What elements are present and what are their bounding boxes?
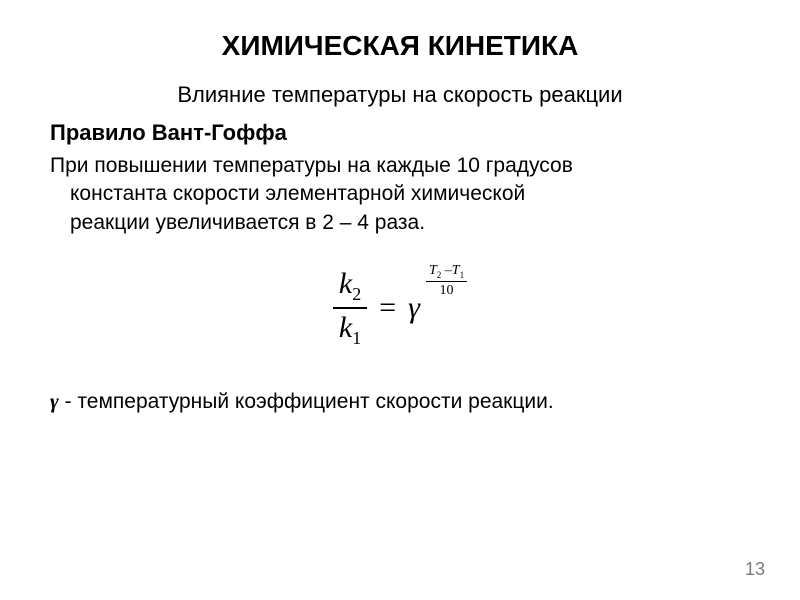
exp-numerator: T2 –T1 xyxy=(426,263,467,282)
gamma-exp: γ T2 –T1 10 xyxy=(408,291,467,325)
page-number: 13 xyxy=(745,559,765,580)
body-line-2: константа скорости элементарной химическ… xyxy=(50,180,750,208)
subtitle: Влияние температуры на скорость реакции xyxy=(50,82,750,108)
fraction-k2-k1: k2 k1 xyxy=(333,267,367,349)
coef-description: - температурный коэффициент скорости реа… xyxy=(59,390,554,413)
body-line-1: При повышении температуры на каждые 10 г… xyxy=(50,154,573,177)
denominator-k1: k1 xyxy=(333,309,367,349)
exponent-fraction: T2 –T1 10 xyxy=(426,263,467,299)
formula: k2 k1 = γ T2 –T1 10 xyxy=(50,267,750,349)
coefficient-text: γ - температурный коэффициент скорости р… xyxy=(50,389,750,414)
body-text: При повышении температуры на каждые 10 г… xyxy=(50,152,750,237)
rule-title: Правило Вант-Гоффа xyxy=(50,120,750,146)
page-title: ХИМИЧЕСКАЯ КИНЕТИКА xyxy=(50,30,750,62)
exp-denominator: 10 xyxy=(437,282,457,299)
gamma-symbol: γ xyxy=(408,291,420,324)
gamma-small: γ xyxy=(50,389,59,413)
equals-sign: = xyxy=(379,291,396,325)
body-line-3: реакции увеличивается в 2 – 4 раза. xyxy=(50,209,750,237)
numerator-k2: k2 xyxy=(333,267,367,309)
